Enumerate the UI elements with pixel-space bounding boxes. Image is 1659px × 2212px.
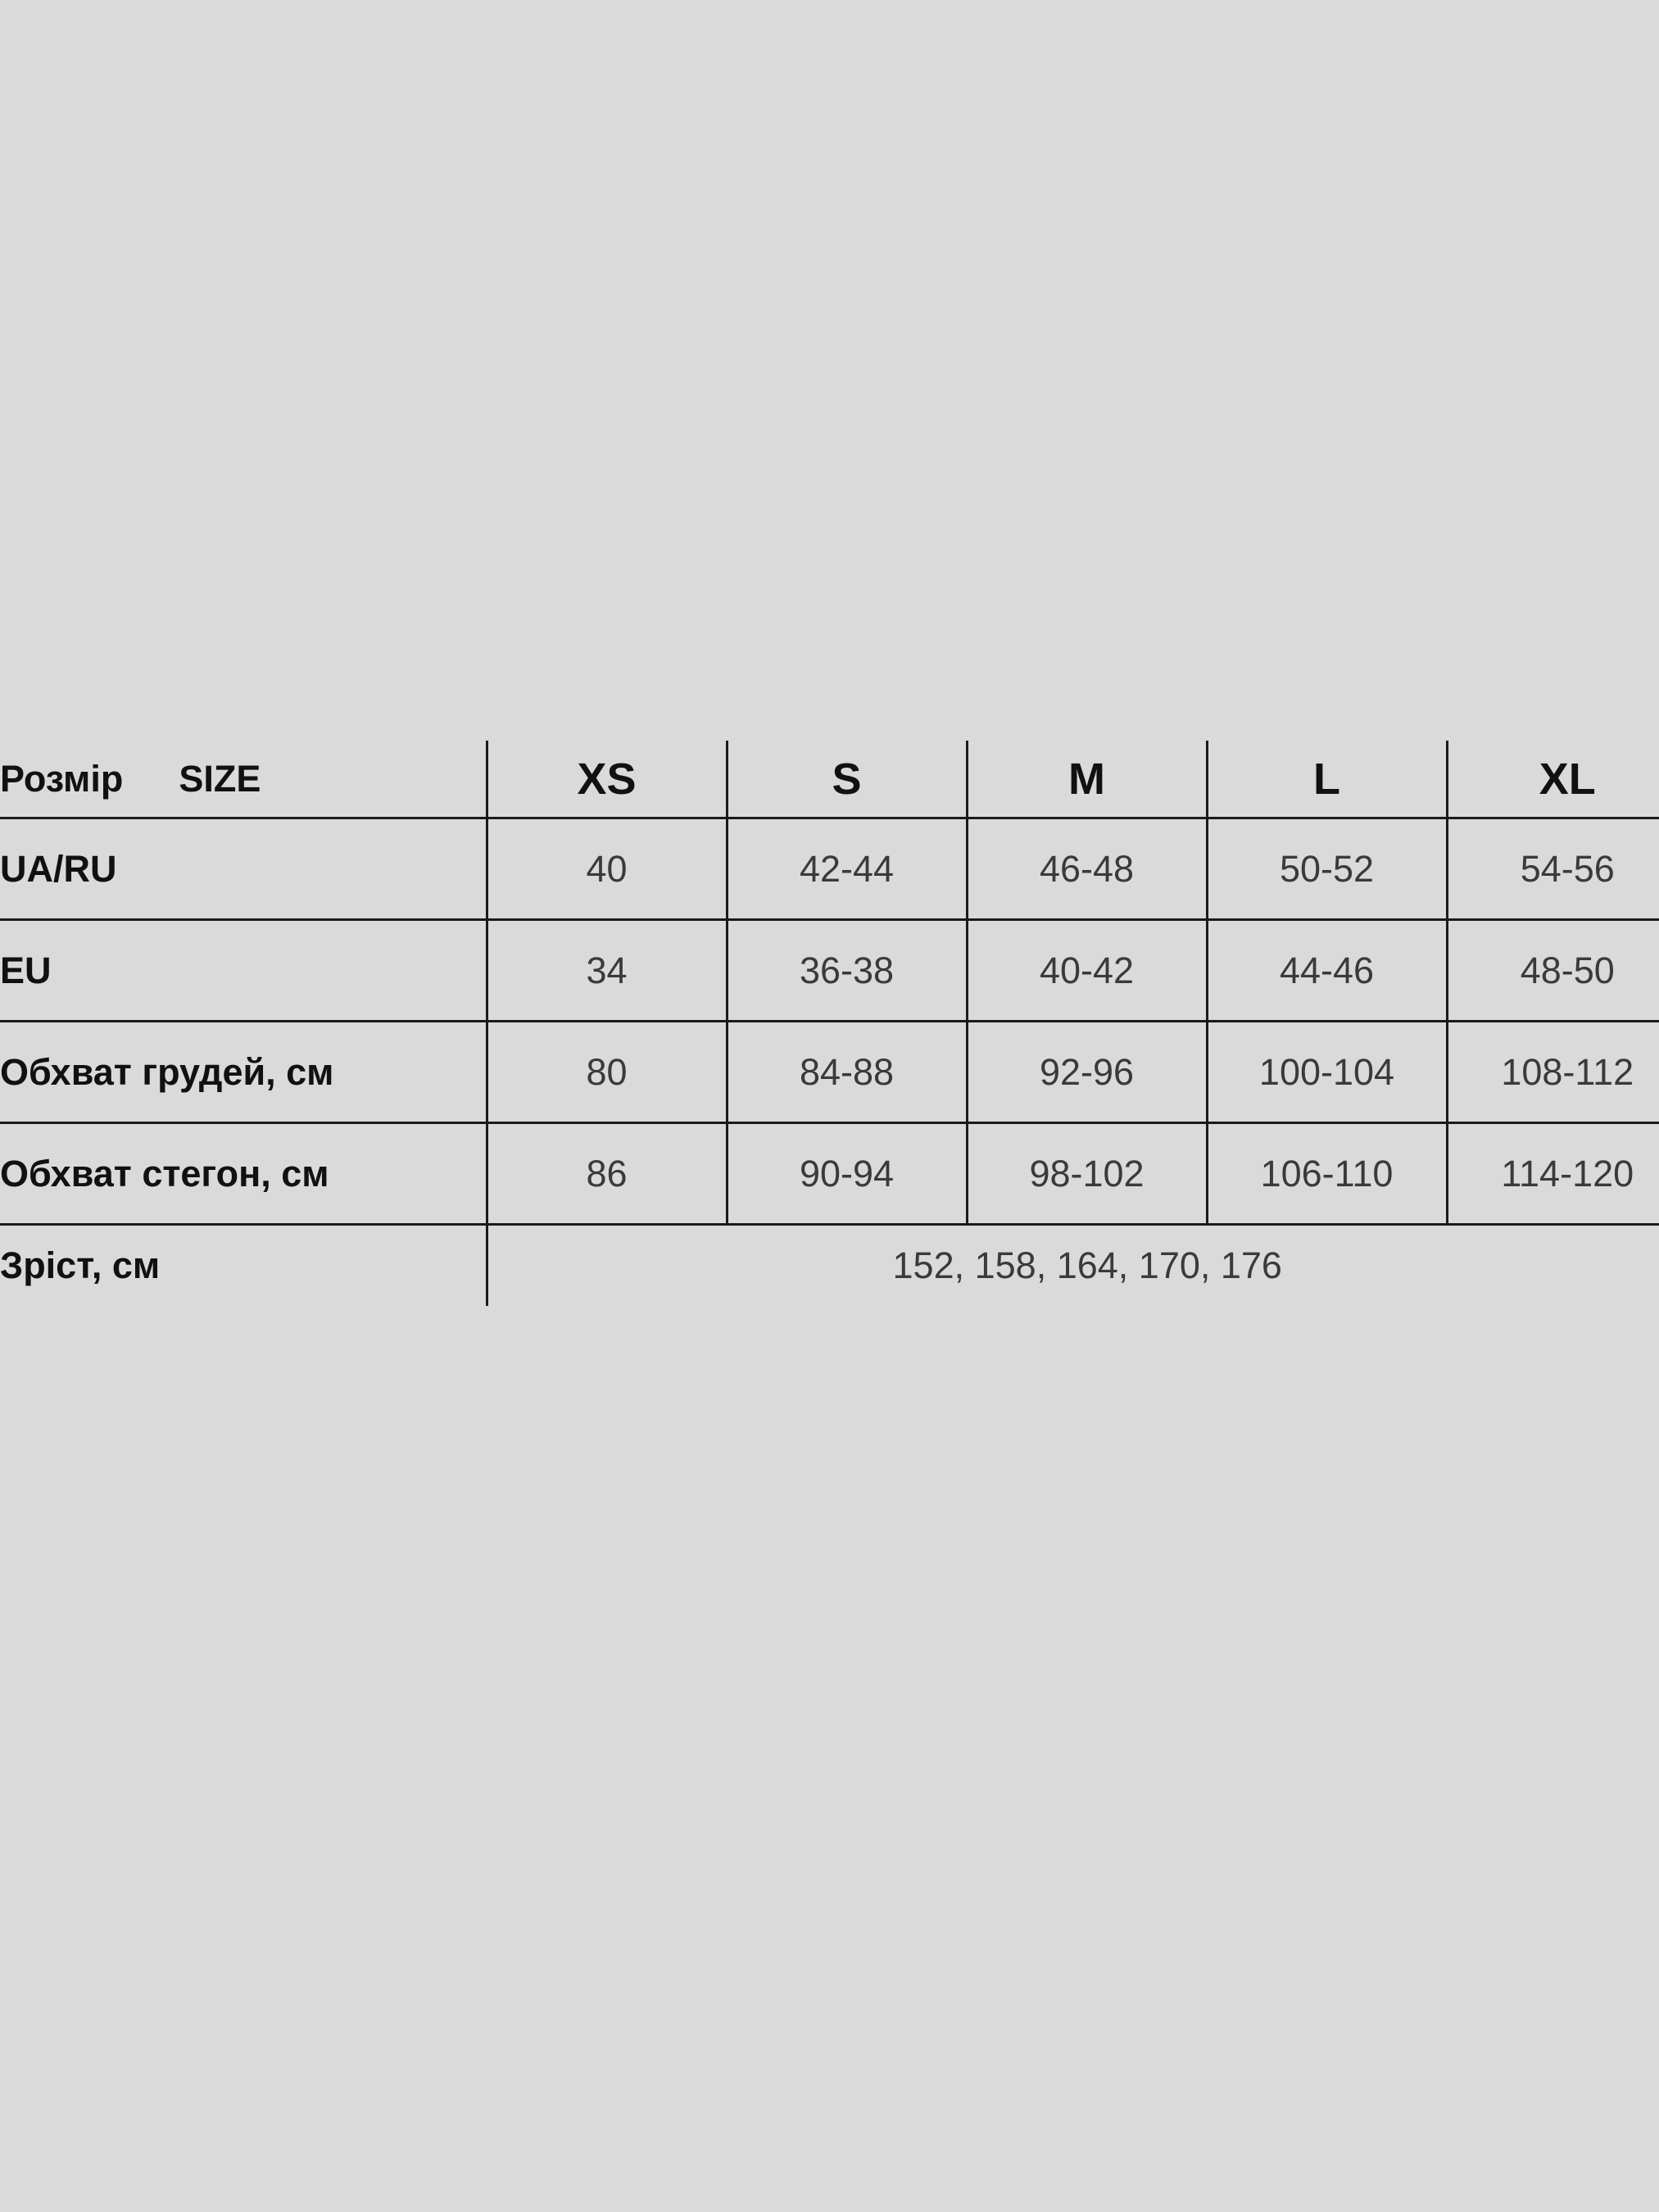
row-label: Зріст, см (0, 1244, 161, 1286)
label-ua: Розмір (0, 757, 124, 800)
cell: 86 (485, 1122, 727, 1226)
cell: 84-88 (725, 1021, 967, 1124)
cell: 40-42 (965, 919, 1207, 1022)
cell: 36-38 (725, 919, 967, 1022)
cell: 42-44 (725, 818, 967, 921)
cell: 34 (485, 919, 727, 1022)
size-header-label: Розмір SIZE (0, 741, 487, 819)
height-row: Зріст, см 152, 158, 164, 170, 176 (0, 1224, 1659, 1306)
cell: 108-112 (1445, 1021, 1659, 1124)
table-row: Обхват стегон, см 86 90-94 98-102 106-11… (0, 1122, 1659, 1226)
size-l: L (1205, 741, 1447, 819)
header-row: Розмір SIZE XS S M L XL (0, 741, 1659, 819)
label-en: SIZE (179, 757, 261, 800)
cell: 50-52 (1205, 818, 1447, 921)
cell: 100-104 (1205, 1021, 1447, 1124)
cell: 40 (485, 818, 727, 921)
size-m: M (965, 741, 1207, 819)
cell: 54-56 (1445, 818, 1659, 921)
cell: 90-94 (725, 1122, 967, 1226)
cell: 46-48 (965, 818, 1207, 921)
size-chart-table: Розмір SIZE XS S M L XL UA/RU 40 42-44 46… (0, 741, 1659, 1306)
row-label: Обхват стегон, см (0, 1122, 487, 1226)
row-label: EU (0, 919, 487, 1022)
row-label: UA/RU (0, 818, 487, 921)
table-row: UA/RU 40 42-44 46-48 50-52 54-56 (0, 818, 1659, 921)
size-xs: XS (485, 741, 727, 819)
size-xl: XL (1445, 741, 1659, 819)
cell: 80 (485, 1021, 727, 1124)
height-values: 152, 158, 164, 170, 176 (485, 1224, 1659, 1306)
cell: 114-120 (1445, 1122, 1659, 1226)
cell: 92-96 (965, 1021, 1207, 1124)
cell: 48-50 (1445, 919, 1659, 1022)
table-row: EU 34 36-38 40-42 44-46 48-50 (0, 919, 1659, 1022)
cell: 106-110 (1205, 1122, 1447, 1226)
row-label: Обхват грудей, см (0, 1021, 487, 1124)
cell: 44-46 (1205, 919, 1447, 1022)
size-s: S (725, 741, 967, 819)
table-row: Обхват грудей, см 80 84-88 92-96 100-104… (0, 1021, 1659, 1124)
cell: 98-102 (965, 1122, 1207, 1226)
